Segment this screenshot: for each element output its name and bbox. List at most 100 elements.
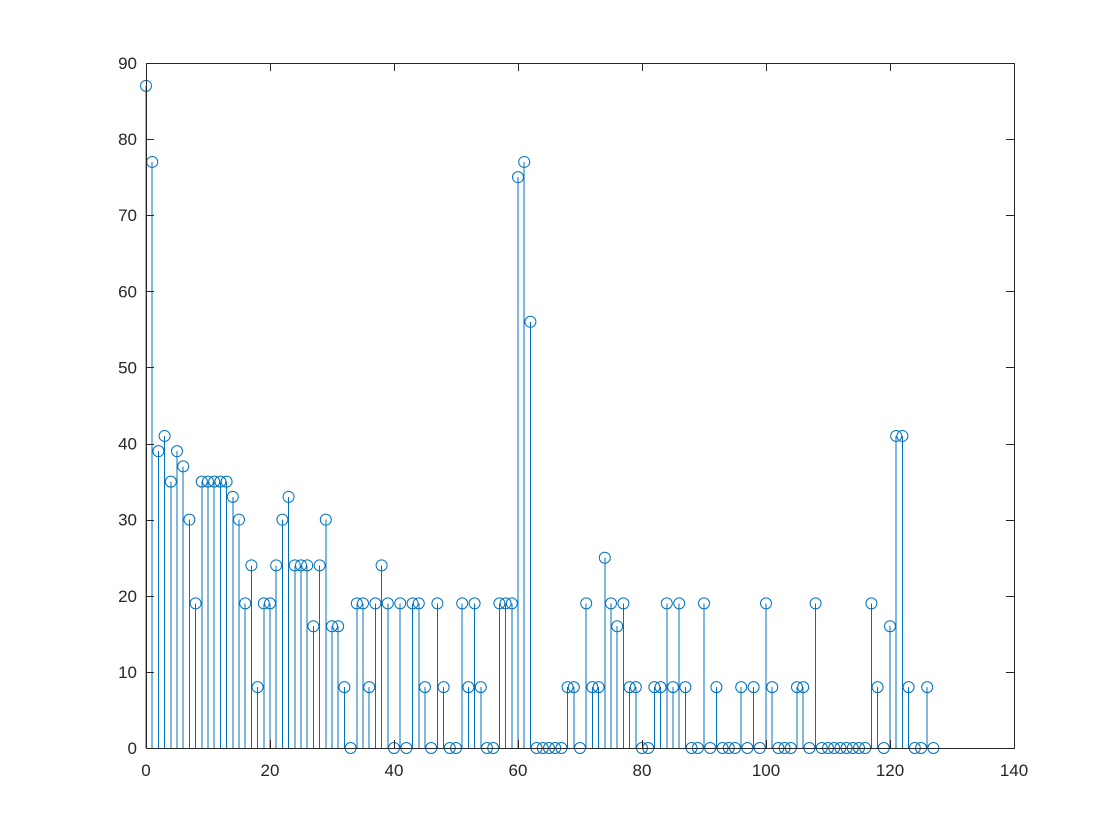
stem-marker (809, 597, 822, 610)
stem-marker (338, 681, 351, 694)
stem-marker (164, 475, 177, 488)
stem-marker (189, 597, 202, 610)
stem-marker (493, 597, 506, 610)
x-tick-label: 120 (876, 761, 904, 780)
stem-marker (357, 597, 369, 610)
plot-area (146, 63, 1014, 748)
stem-marker (611, 620, 624, 633)
stem-marker (629, 681, 642, 694)
stem-marker (673, 597, 686, 610)
stem-marker (202, 475, 214, 488)
y-tick-label: 30 (118, 511, 137, 530)
stem-marker (667, 681, 679, 694)
stem-marker (890, 429, 903, 442)
stem-marker (214, 475, 227, 488)
x-tick-label: 0 (141, 761, 150, 780)
stem-marker (679, 681, 692, 694)
stem-marker (512, 171, 524, 184)
stem-marker (660, 597, 673, 610)
stem-marker (896, 429, 909, 442)
stem-marker (152, 445, 165, 458)
stem-marker (567, 681, 580, 694)
stem-marker (363, 681, 376, 694)
stem-marker (456, 597, 469, 610)
y-tick-label: 20 (118, 587, 137, 606)
stem-marker (760, 597, 772, 610)
x-tick-label: 80 (633, 761, 652, 780)
stem-marker (902, 681, 915, 694)
stem-marker (301, 559, 314, 572)
stem-marker (710, 681, 723, 694)
stem-marker (698, 597, 710, 610)
stem-marker (381, 597, 394, 610)
stem-marker (171, 445, 183, 458)
stem-marker (797, 681, 810, 694)
stem-marker (505, 597, 518, 610)
stem-marker (437, 681, 450, 694)
stem-marker (921, 681, 934, 694)
stem-marker (735, 681, 748, 694)
stem-marker (592, 681, 605, 694)
stem-marker (654, 681, 667, 694)
stem-marker (183, 513, 196, 526)
y-tick-label: 60 (118, 282, 137, 301)
stem-marker (369, 597, 382, 610)
stem-marker (313, 559, 326, 572)
stem-marker (245, 559, 258, 572)
stem-marker (233, 513, 245, 526)
stem-marker (332, 620, 345, 633)
stem-marker (791, 681, 803, 694)
stem-marker (177, 460, 190, 473)
stem-marker (561, 681, 574, 694)
x-tick-labels: 0 20 40 60 80 100 120 140 (141, 761, 1028, 780)
y-tick-label: 70 (118, 206, 137, 225)
stem-marker (326, 620, 338, 633)
stem-marker (270, 559, 283, 572)
y-tick-label: 90 (118, 54, 137, 73)
stem-marker (648, 681, 661, 694)
stem-marker (518, 155, 531, 168)
stem-marker (350, 597, 363, 610)
stem-marker (158, 429, 171, 442)
stem-marker (474, 681, 487, 694)
stem-marker (865, 597, 878, 610)
stem-marker (747, 681, 760, 694)
stem-marker (766, 681, 779, 694)
stem-marker (499, 597, 512, 610)
stem-marker (617, 597, 630, 610)
stem-marker (598, 551, 611, 564)
stem-marker (319, 513, 332, 526)
stem-marker (419, 681, 431, 694)
y-tick-label: 10 (118, 663, 137, 682)
stem-marker (406, 597, 419, 610)
y-tick-labels: 0 10 20 30 40 50 60 70 80 90 (118, 54, 137, 758)
stem-marker (468, 597, 481, 610)
stem-marker (276, 513, 289, 526)
stem-marker (462, 681, 475, 694)
stem-marker (295, 559, 307, 572)
stem-marker (195, 475, 208, 488)
stem-marker (288, 559, 301, 572)
stem-marker (412, 597, 425, 610)
stem-marker (307, 620, 320, 633)
stem-marker (431, 597, 444, 610)
x-tick-label: 60 (509, 761, 528, 780)
x-tick-label: 140 (1000, 761, 1028, 780)
axes-box (146, 63, 1015, 749)
stem-marker (871, 681, 884, 694)
stem-marker (375, 559, 388, 572)
y-tick-label: 50 (118, 358, 137, 377)
stem-marker (264, 597, 276, 610)
stem-marker (394, 597, 407, 610)
y-tick-label: 80 (118, 130, 137, 149)
stem-marker (226, 490, 239, 503)
x-tick-label: 40 (385, 761, 404, 780)
stem-marker (605, 597, 617, 610)
x-tick-label: 20 (261, 761, 280, 780)
y-tick-label: 40 (118, 435, 137, 454)
stem-marker (208, 475, 221, 488)
stem-marker (586, 681, 599, 694)
stem-marker (580, 597, 593, 610)
stem-marker (524, 315, 537, 328)
x-tick-label: 100 (752, 761, 780, 780)
